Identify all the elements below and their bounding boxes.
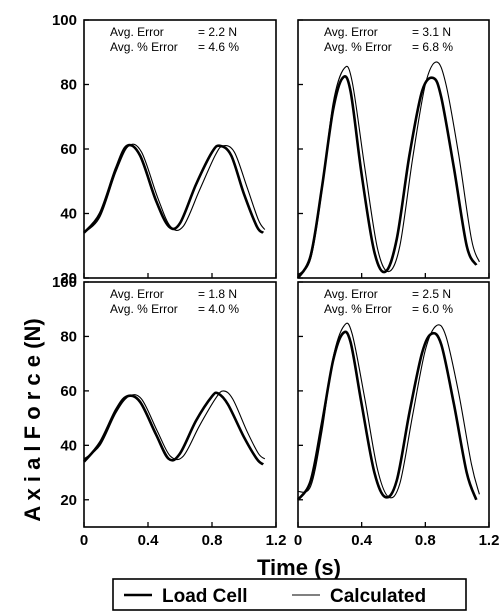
panel-top-left: 100 80 60 40 20 Avg. Error = 2.2 N Avg. % Error…	[52, 12, 277, 287]
series-line-load-cell	[83, 143, 265, 234]
annotation-value: = 4.0 %	[198, 302, 239, 316]
y-axis-title: A x i a l F o r c e (N)	[20, 318, 45, 521]
annotation-label: Avg. Error	[324, 25, 378, 39]
panel-frame	[83, 281, 277, 528]
x-tick-label: 1.2	[266, 532, 287, 549]
y-tick-label: 100	[52, 12, 77, 29]
panel-top-right: Avg. Error = 3.1 N Avg. % Error = 6.8 %	[296, 19, 490, 279]
annotation-value: = 6.8 %	[412, 40, 453, 54]
y-tick-label: 20	[60, 270, 77, 287]
x-tick-label: 0.8	[415, 532, 436, 549]
y-tick-label: 80	[60, 77, 77, 94]
x-tick-label: 0.4	[351, 532, 373, 549]
series-line-load-cell	[296, 75, 478, 279]
series-line-calculated	[83, 143, 266, 234]
annotation-label: Avg. % Error	[324, 40, 392, 54]
annotation-label: Avg. Error	[110, 287, 164, 301]
y-tick-label: 60	[60, 383, 77, 400]
annotation-label: Avg. % Error	[110, 302, 178, 316]
series-line-calculated	[297, 61, 480, 276]
annotation-label: Avg. Error	[324, 287, 378, 301]
x-tick-label: 0	[294, 532, 302, 549]
annotation-label: Avg. Error	[110, 25, 164, 39]
y-tick-label: 40	[60, 437, 77, 454]
annotation-value: = 2.5 N	[412, 287, 451, 301]
annotation-value: = 1.8 N	[198, 287, 237, 301]
x-tick-label: 0	[80, 532, 88, 549]
x-tick-label: 0.8	[202, 532, 223, 549]
panels: 100 80 60 40 20 Avg. Error = 2.2 N Avg. % Error…	[52, 12, 499, 549]
y-tick-label: 40	[60, 206, 77, 223]
x-axis-title: Time (s)	[257, 555, 341, 580]
legend: Load Cell Calculated	[112, 578, 467, 611]
series-line-calculated	[297, 322, 480, 499]
legend-box	[112, 578, 467, 611]
panel-frame	[83, 19, 277, 279]
annotation-value: = 4.6 %	[198, 40, 239, 54]
y-tick-label: 20	[60, 492, 77, 509]
panel-frame	[297, 281, 490, 528]
annotation-value: = 3.1 N	[412, 25, 451, 39]
y-tick-label: 100	[52, 274, 77, 291]
annotation-value: = 2.2 N	[198, 25, 237, 39]
panel-bottom-right: 0 0.4 0.8 1.2 Avg. Error = 2.5 N Avg. % Error =…	[294, 281, 500, 549]
y-tick-label: 80	[60, 328, 77, 345]
x-tick-label: 0.4	[138, 532, 160, 549]
legend-label: Load Cell	[162, 586, 248, 607]
y-tick-label: 60	[60, 141, 77, 158]
legend-label: Calculated	[330, 586, 426, 607]
annotation-label: Avg. % Error	[324, 302, 392, 316]
series-line-calculated	[83, 390, 266, 461]
series-line-load-cell	[83, 391, 265, 466]
x-tick-label: 1.2	[479, 532, 500, 549]
panel-bottom-left: 100 80 60 40 20 0 0.4 0.8 1.2 Avg. Error = 1.8 N Av…	[52, 274, 286, 549]
annotation-value: = 6.0 %	[412, 302, 453, 316]
annotation-label: Avg. % Error	[110, 40, 178, 54]
